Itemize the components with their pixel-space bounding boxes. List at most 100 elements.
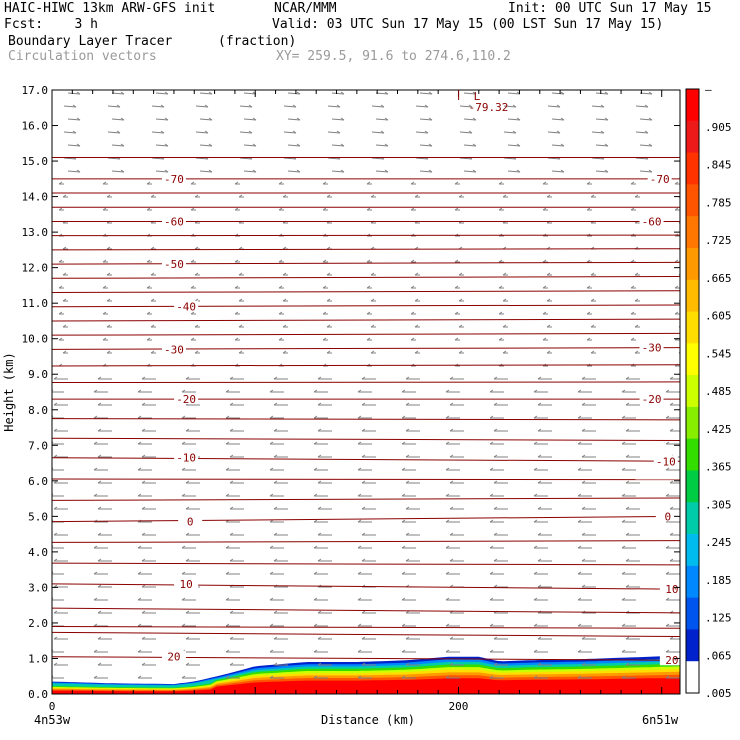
vector-arrow-head bbox=[489, 675, 494, 679]
vector-arrow-head bbox=[194, 272, 199, 276]
vector-arrow-head bbox=[449, 402, 454, 406]
vector-arrow-head bbox=[445, 415, 450, 419]
vector-arrow-head bbox=[357, 675, 362, 679]
vector-arrow bbox=[371, 131, 385, 134]
vector-arrow-head bbox=[234, 337, 239, 341]
tracer-fill bbox=[52, 655, 680, 694]
y-tick-label: 0.0 bbox=[28, 688, 48, 701]
vector-arrow-head bbox=[97, 584, 102, 588]
vector-arrow-head bbox=[76, 143, 81, 147]
contour-label: 0 bbox=[187, 516, 194, 529]
vector-arrow-head bbox=[634, 272, 639, 276]
vector-arrow-head bbox=[296, 91, 301, 95]
vector-arrow-head bbox=[454, 207, 459, 211]
temperature-contour bbox=[52, 515, 680, 523]
vector-arrow-head bbox=[665, 675, 670, 679]
temperature-contour bbox=[52, 478, 680, 481]
contour-label-bg bbox=[639, 393, 664, 405]
vector-arrow-head bbox=[401, 467, 406, 471]
y-tick-label: 5.0 bbox=[28, 510, 48, 523]
vector-arrow-head bbox=[546, 272, 551, 276]
vector-arrow-head bbox=[581, 558, 586, 562]
colorbar-swatch bbox=[686, 343, 699, 376]
vector-arrow-head bbox=[229, 506, 234, 510]
contour-label: 20 bbox=[167, 651, 180, 664]
vector-arrow-head bbox=[644, 130, 649, 134]
vector-arrow-head bbox=[93, 441, 98, 445]
vector-arrow-head bbox=[428, 169, 433, 173]
vector-arrow-head bbox=[630, 207, 635, 211]
x-tick-label: 0 bbox=[49, 700, 56, 713]
vector-arrow-head bbox=[160, 104, 165, 108]
vector-arrow-head bbox=[120, 91, 125, 95]
vector-arrow-head bbox=[454, 259, 459, 263]
contour-label: -30 bbox=[642, 342, 662, 355]
contour-label-bg bbox=[653, 455, 678, 467]
vector-arrow-head bbox=[489, 493, 494, 497]
vector-arrow bbox=[63, 105, 77, 108]
vector-arrow-head bbox=[604, 143, 609, 147]
vector-arrow bbox=[459, 131, 473, 134]
vector-arrow-head bbox=[97, 428, 102, 432]
vector-arrow-head bbox=[225, 649, 230, 653]
vector-arrow-head bbox=[542, 337, 547, 341]
vector-arrow-head bbox=[93, 597, 98, 601]
vector-arrow-head bbox=[625, 506, 630, 510]
vector-arrow-head bbox=[489, 415, 494, 419]
vector-arrow-head bbox=[384, 169, 389, 173]
vector-arrow-head bbox=[537, 584, 542, 588]
vector-arrow-head bbox=[120, 117, 125, 121]
vector-arrow-head bbox=[472, 117, 477, 121]
vector-arrow-head bbox=[370, 246, 375, 250]
contour-label: -50 bbox=[164, 258, 184, 271]
vector-arrow-head bbox=[97, 506, 102, 510]
vector-arrow-head bbox=[537, 506, 542, 510]
vector-arrow-head bbox=[225, 493, 230, 497]
vector-arrow-head bbox=[93, 545, 98, 549]
x-right-location: 6n51w bbox=[642, 713, 679, 727]
vector-arrow-head bbox=[630, 181, 635, 185]
vector-arrow-head bbox=[625, 480, 630, 484]
vector-arrow-head bbox=[357, 545, 362, 549]
vector-arrow bbox=[195, 105, 209, 108]
vector-arrow-head bbox=[322, 285, 327, 289]
vector-arrow-head bbox=[648, 117, 653, 121]
vector-arrow-head bbox=[269, 519, 274, 523]
vector-arrow-head bbox=[498, 311, 503, 315]
vector-arrow-head bbox=[53, 506, 58, 510]
vector-arrow-head bbox=[542, 311, 547, 315]
vector-arrow bbox=[107, 105, 121, 108]
vector-arrow-head bbox=[648, 169, 653, 173]
vector-arrow bbox=[503, 105, 517, 108]
vector-arrow-head bbox=[278, 337, 283, 341]
vector-arrow-head bbox=[141, 662, 146, 666]
vector-arrow-head bbox=[252, 169, 257, 173]
vector-arrow-head bbox=[106, 298, 111, 302]
vector-arrow-head bbox=[449, 558, 454, 562]
vector-arrow-head bbox=[313, 441, 318, 445]
vector-arrow-head bbox=[150, 350, 155, 354]
contour-label: -40 bbox=[176, 301, 196, 314]
vector-arrow-head bbox=[410, 337, 415, 341]
vector-arrow bbox=[371, 157, 385, 160]
vector-arrow-head bbox=[560, 143, 565, 147]
vector-arrow bbox=[419, 170, 433, 173]
center-label: NCAR/MMM bbox=[274, 1, 337, 16]
vector-arrow-head bbox=[498, 259, 503, 263]
colorbar-label: .785 bbox=[705, 196, 732, 209]
vector-arrow-head bbox=[674, 259, 679, 263]
vector-arrow-head bbox=[62, 350, 67, 354]
vector-arrow-head bbox=[493, 506, 498, 510]
vector-arrow-head bbox=[542, 259, 547, 263]
vector-arrow-head bbox=[366, 311, 371, 315]
vector-arrow-head bbox=[533, 389, 538, 393]
temperature-contour bbox=[52, 562, 680, 566]
vector-arrow-head bbox=[665, 389, 670, 393]
vector-arrow-head bbox=[428, 143, 433, 147]
vector-arrow-head bbox=[401, 441, 406, 445]
vector-arrow-head bbox=[273, 662, 278, 666]
vector-arrow bbox=[371, 105, 385, 108]
vector-arrow-head bbox=[269, 675, 274, 679]
vector-arrow-head bbox=[445, 545, 450, 549]
vector-arrow-head bbox=[405, 376, 410, 380]
